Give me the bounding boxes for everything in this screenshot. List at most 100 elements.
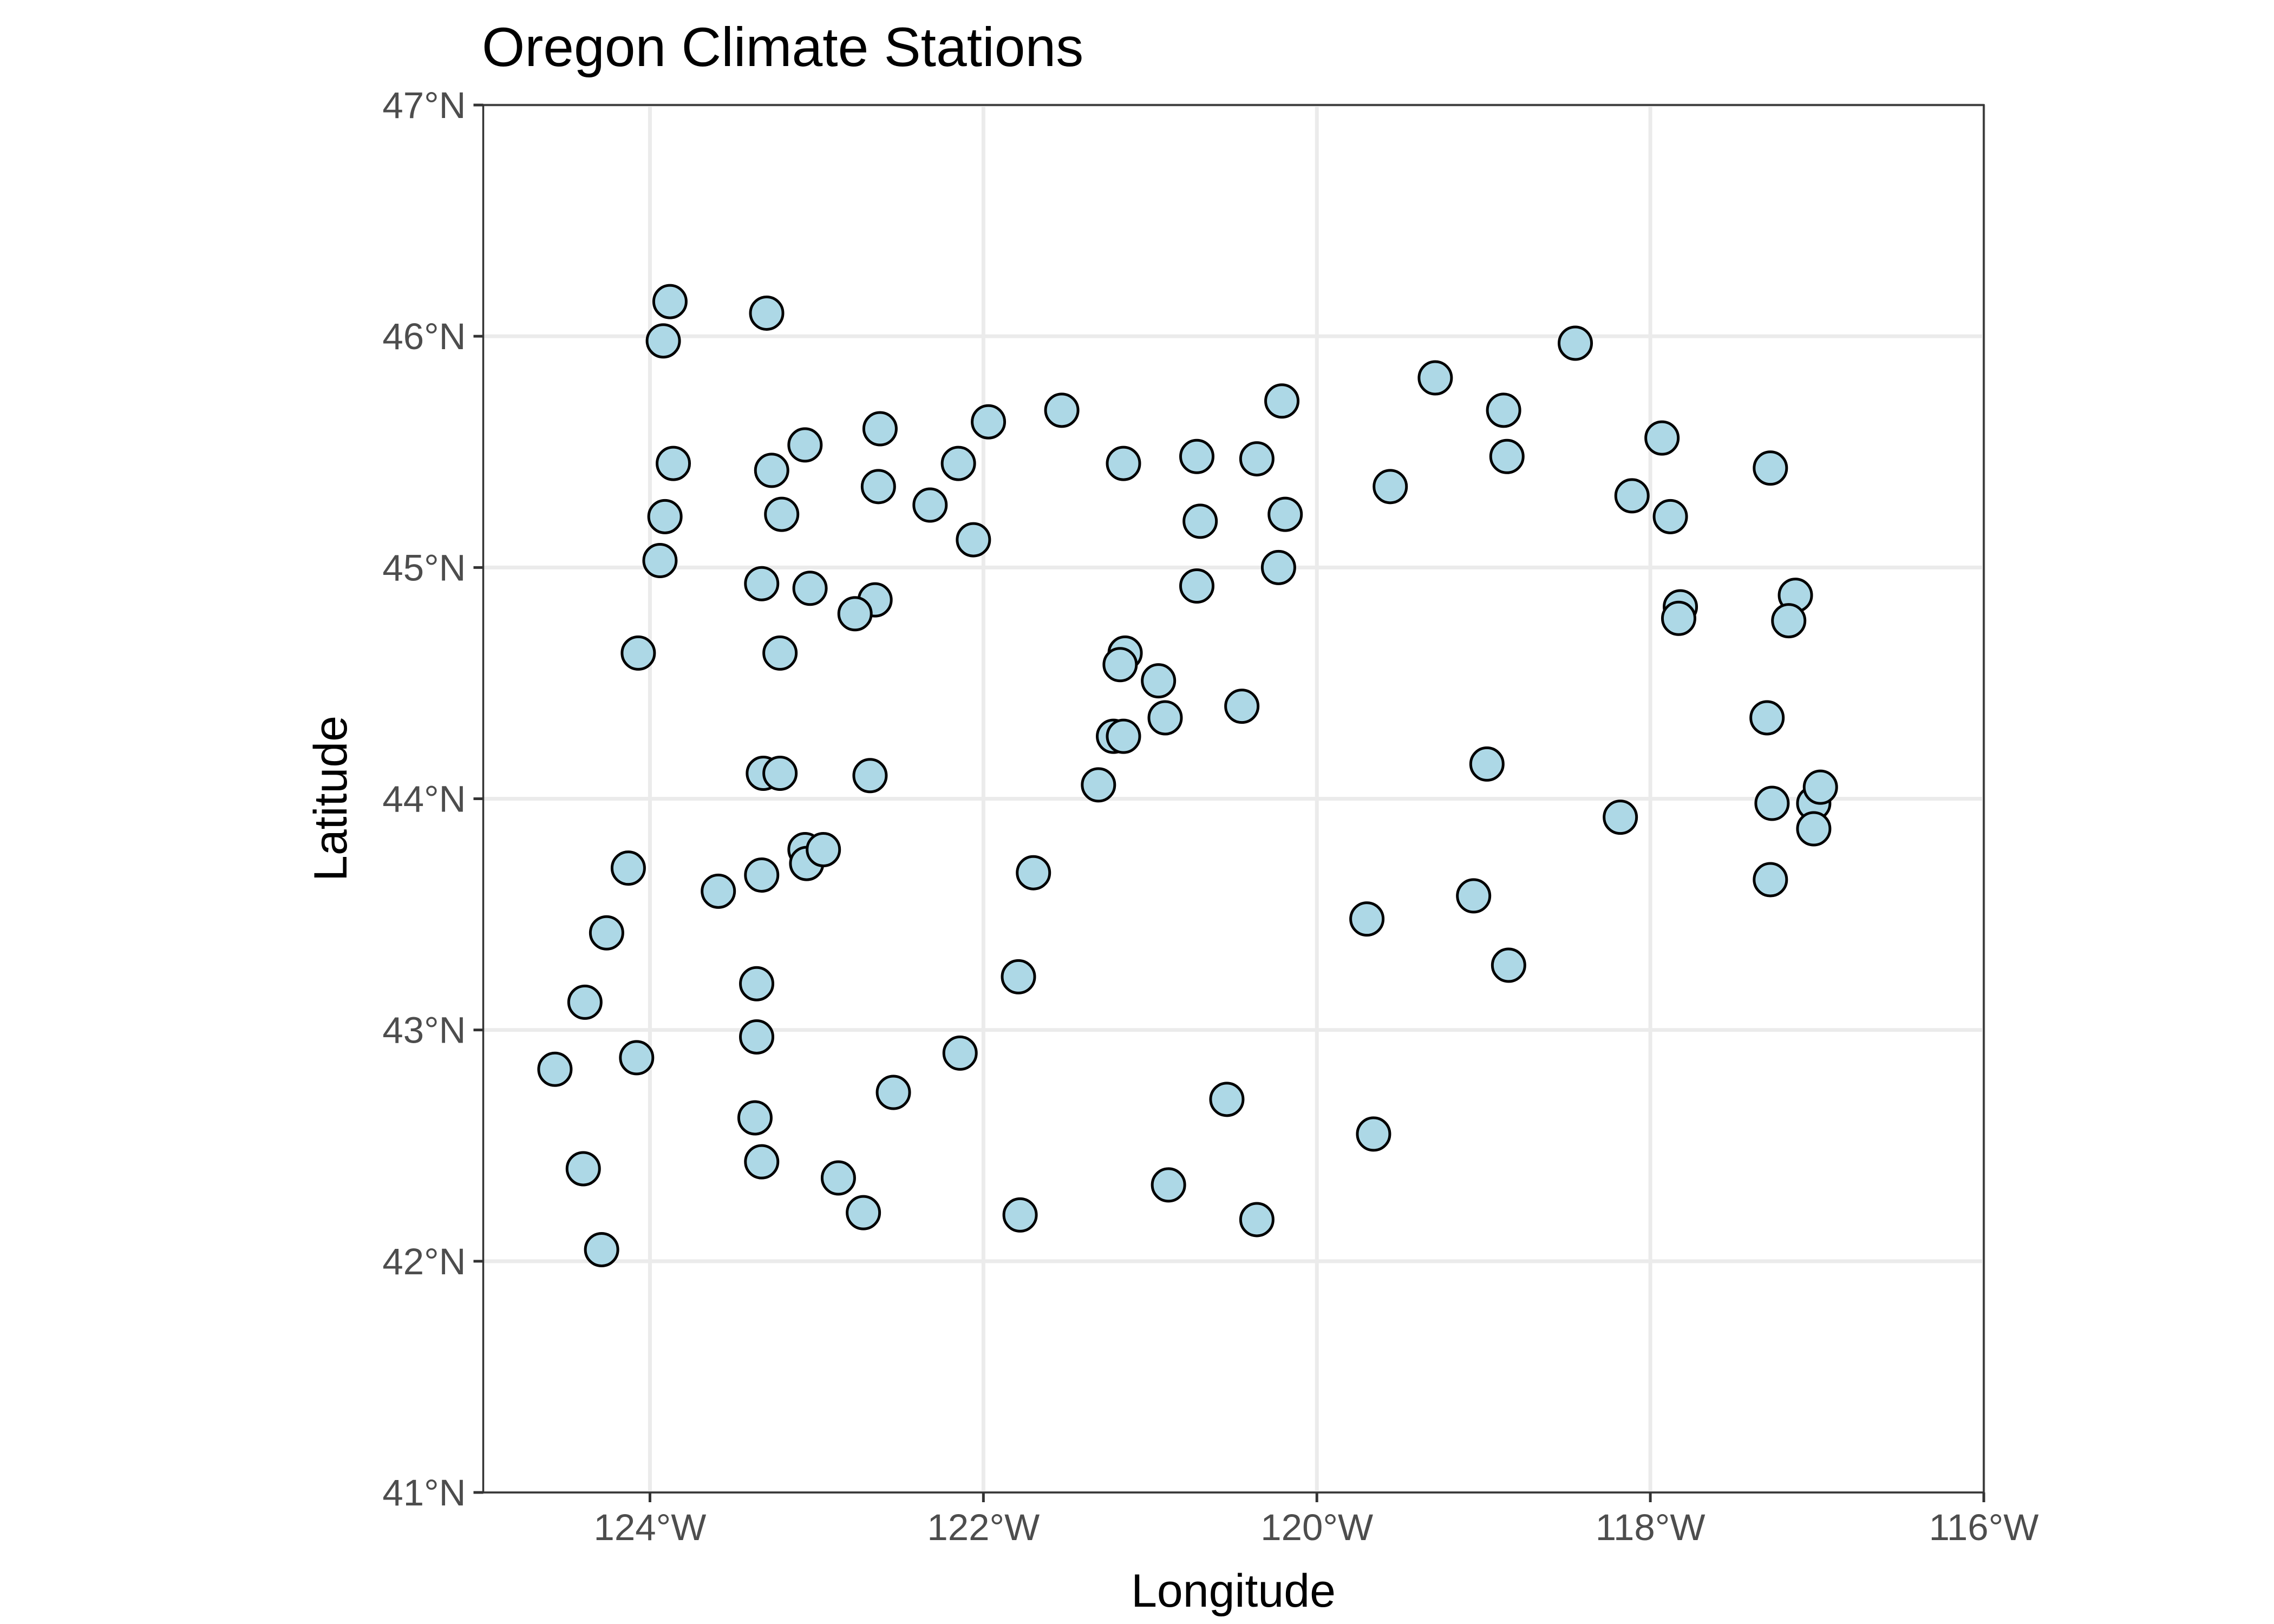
station-point: [620, 635, 656, 671]
station-point: [837, 596, 873, 632]
y-tick-label: 41°N: [382, 1472, 466, 1514]
x-tick-label: 116°W: [1929, 1507, 2039, 1548]
station-point: [1016, 855, 1051, 890]
station-point: [1456, 878, 1492, 914]
station-point: [862, 411, 898, 447]
station-point: [1489, 438, 1525, 474]
station-point: [1151, 1167, 1186, 1203]
y-tick-label: 44°N: [382, 778, 466, 820]
station-point: [1264, 383, 1300, 419]
station-point: [1753, 862, 1788, 898]
station-point: [762, 756, 798, 791]
station-point: [1754, 785, 1790, 821]
y-tick-label: 42°N: [382, 1241, 466, 1282]
station-point: [1644, 420, 1680, 456]
station-point: [610, 850, 646, 886]
station-point: [744, 566, 780, 601]
station-point: [589, 915, 624, 951]
station-point: [1349, 901, 1385, 937]
station-point: [1044, 392, 1080, 428]
station-point: [1486, 392, 1521, 428]
station-point: [1147, 700, 1183, 736]
x-tick-label: 124°W: [594, 1507, 707, 1548]
station-point: [744, 857, 780, 893]
station-point: [860, 469, 896, 505]
x-tick-label: 122°W: [927, 1507, 1040, 1548]
y-axis-label: Latitude: [305, 716, 357, 881]
station-point: [1106, 446, 1141, 481]
chart-title: Oregon Climate Stations: [482, 16, 1083, 78]
station-point: [1771, 603, 1807, 639]
axes: 124°W 122°W 120°W 118°W 116°W 41°N 42°N 43°N 44°…: [382, 84, 2038, 1548]
station-point: [754, 453, 789, 488]
station-point: [1356, 1116, 1391, 1152]
station-point: [1141, 663, 1177, 699]
station-point: [739, 966, 775, 1001]
station-point: [852, 758, 888, 794]
station-point: [1614, 478, 1650, 514]
station-point: [940, 446, 976, 481]
station-point: [739, 1019, 775, 1055]
station-point: [1796, 811, 1832, 847]
station-point: [652, 284, 688, 319]
station-point: [749, 295, 785, 331]
station-point: [1209, 1082, 1245, 1117]
y-tick-label: 47°N: [382, 84, 466, 126]
station-point: [642, 543, 678, 579]
station-point: [1001, 959, 1036, 994]
station-point: [1002, 1197, 1038, 1233]
station-point: [1749, 700, 1785, 736]
station-point: [806, 831, 841, 867]
station-point: [787, 427, 823, 463]
station-point: [792, 571, 828, 606]
station-point: [764, 496, 800, 532]
y-tick-label: 43°N: [382, 1010, 466, 1051]
station-point: [647, 499, 683, 534]
station-point: [1491, 947, 1526, 983]
station-point: [1182, 503, 1218, 539]
station-point: [1661, 600, 1696, 636]
station-point: [1260, 549, 1296, 585]
station-point: [744, 1144, 780, 1180]
station-point: [1239, 441, 1275, 477]
station-point: [1558, 325, 1593, 361]
station-point: [912, 487, 948, 523]
station-point: [1469, 746, 1505, 782]
station-point: [645, 323, 681, 359]
station-point: [584, 1232, 619, 1267]
station-point: [1102, 647, 1138, 683]
y-tick-label: 45°N: [382, 547, 466, 588]
x-axis-label: Longitude: [1131, 1565, 1336, 1617]
station-point: [1753, 450, 1788, 486]
station-point: [1373, 469, 1408, 505]
station-point: [1179, 438, 1215, 474]
station-point: [956, 522, 991, 558]
station-point: [875, 1075, 911, 1110]
station-point: [565, 1151, 601, 1187]
station-points: [537, 284, 1838, 1267]
station-point: [619, 1040, 655, 1076]
station-point: [1652, 499, 1688, 534]
station-point: [701, 873, 736, 909]
station-point: [1267, 496, 1303, 532]
station-point: [762, 635, 798, 671]
station-point: [656, 446, 691, 481]
station-point: [942, 1035, 978, 1071]
station-point: [1802, 769, 1838, 805]
station-point: [1417, 360, 1453, 396]
station-point: [1106, 718, 1141, 754]
station-point: [971, 404, 1007, 440]
station-point: [1603, 800, 1638, 835]
station-point: [1179, 568, 1215, 604]
station-point: [1224, 689, 1260, 724]
station-point: [537, 1051, 573, 1087]
station-point: [846, 1195, 881, 1230]
station-point: [820, 1160, 856, 1196]
station-point: [1081, 767, 1116, 803]
station-point: [567, 984, 603, 1020]
x-tick-label: 118°W: [1596, 1507, 1706, 1548]
station-point: [1239, 1202, 1275, 1237]
y-tick-label: 46°N: [382, 316, 466, 357]
station-point: [737, 1100, 773, 1136]
